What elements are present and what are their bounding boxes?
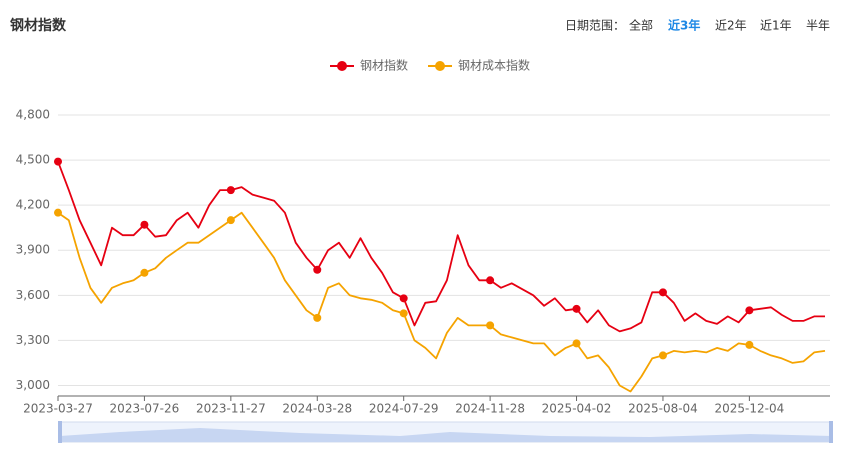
data-point — [572, 339, 581, 348]
data-point — [226, 186, 235, 195]
slider-handle-left[interactable] — [58, 421, 62, 443]
data-point — [486, 321, 495, 330]
date-range-option[interactable]: 近2年 — [715, 19, 747, 33]
legend-marker — [435, 61, 446, 71]
data-point — [140, 220, 149, 229]
chart-title: 钢材指数 — [10, 17, 67, 34]
data-point — [399, 309, 408, 318]
y-tick-label: 3,900 — [16, 243, 50, 257]
x-tick-label: 2025-04-02 — [542, 402, 612, 416]
data-point — [658, 351, 667, 360]
data-point — [313, 313, 322, 322]
legend-label[interactable]: 钢材成本指数 — [458, 58, 530, 73]
series-line — [57, 161, 825, 333]
data-point — [745, 340, 754, 349]
data-point — [399, 294, 408, 303]
legend-label[interactable]: 钢材指数 — [360, 58, 408, 73]
y-tick-label: 4,800 — [16, 108, 50, 122]
date-range-label: 日期范围： — [565, 19, 625, 33]
x-tick-label: 2023-11-27 — [196, 402, 266, 416]
date-range-option[interactable]: 近3年 — [668, 18, 700, 33]
x-tick-label: 2024-03-28 — [282, 402, 352, 416]
x-tick-label: 2024-11-28 — [455, 402, 525, 416]
data-point — [313, 265, 322, 274]
date-range-option[interactable]: 全部 — [629, 18, 653, 33]
series-line — [57, 211, 826, 393]
x-tick-label: 2025-12-04 — [715, 402, 785, 416]
x-tick-label: 2023-03-27 — [23, 402, 93, 416]
data-point — [54, 157, 62, 166]
slider-preview — [60, 428, 832, 442]
y-tick-label: 4,500 — [16, 153, 50, 167]
data-point — [745, 306, 754, 315]
slider-handle-right[interactable] — [829, 421, 833, 443]
data-point — [140, 268, 149, 277]
legend-marker — [337, 61, 347, 71]
data-zoom-slider[interactable] — [58, 421, 833, 443]
y-tick-label: 3,300 — [16, 333, 50, 347]
data-point — [572, 304, 581, 313]
data-point — [54, 208, 62, 217]
x-tick-label: 2025-08-04 — [628, 402, 698, 416]
y-tick-label: 3,600 — [16, 288, 50, 302]
y-tick-label: 4,200 — [16, 198, 50, 212]
date-range-option[interactable]: 近1年 — [760, 19, 792, 33]
y-tick-label: 3,000 — [16, 378, 50, 392]
data-point — [486, 276, 495, 285]
x-tick-label: 2023-07-26 — [110, 402, 180, 416]
date-range-option[interactable]: 半年 — [806, 19, 830, 33]
data-point — [658, 288, 667, 297]
x-tick-label: 2024-07-29 — [369, 402, 439, 416]
data-point — [226, 216, 235, 225]
